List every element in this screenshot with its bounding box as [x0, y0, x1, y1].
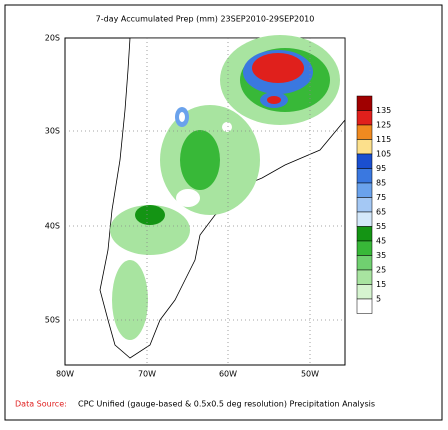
legend-box	[356, 211, 373, 227]
legend-box	[356, 95, 373, 111]
legend-box	[356, 124, 373, 140]
legend-box	[356, 298, 373, 314]
lat-label: 20S	[45, 34, 60, 43]
legend-label: 35	[376, 251, 386, 260]
legend-label: 15	[376, 280, 386, 289]
legend-label: 65	[376, 208, 386, 217]
lat-label: 50S	[45, 316, 60, 325]
legend-box	[356, 226, 373, 242]
source-label: Data Source:	[15, 400, 67, 409]
legend-label: 105	[376, 150, 391, 159]
map	[64, 35, 346, 366]
source-text: CPC Unified (gauge-based & 0.5x0.5 deg r…	[78, 400, 375, 409]
legend-label: 5	[376, 295, 381, 304]
lon-label: 50W	[301, 370, 319, 379]
legend-box	[356, 168, 373, 184]
legend-box	[356, 110, 373, 126]
legend-box	[356, 255, 373, 271]
legend-box	[356, 240, 373, 256]
legend-label: 85	[376, 179, 386, 188]
legend-label: 115	[376, 135, 391, 144]
lon-label: 80W	[56, 370, 74, 379]
legend-box	[356, 139, 373, 155]
legend-label: 45	[376, 237, 386, 246]
lat-label: 40S	[45, 222, 60, 231]
legend-box	[356, 269, 373, 285]
legend-box	[356, 197, 373, 213]
lon-label: 60W	[219, 370, 237, 379]
legend-box	[356, 153, 373, 169]
legend-label: 75	[376, 193, 386, 202]
legend-label: 135	[376, 106, 391, 115]
legend-label: 55	[376, 222, 386, 231]
legend-box	[356, 284, 373, 300]
legend-box	[356, 182, 373, 198]
legend-label: 125	[376, 121, 391, 130]
title: 7-day Accumulated Prep (mm) 23SEP2010-29…	[96, 15, 315, 24]
legend-label: 95	[376, 164, 386, 173]
legend-label: 25	[376, 266, 386, 275]
lon-label: 70W	[138, 370, 156, 379]
lat-label: 30S	[45, 127, 60, 136]
